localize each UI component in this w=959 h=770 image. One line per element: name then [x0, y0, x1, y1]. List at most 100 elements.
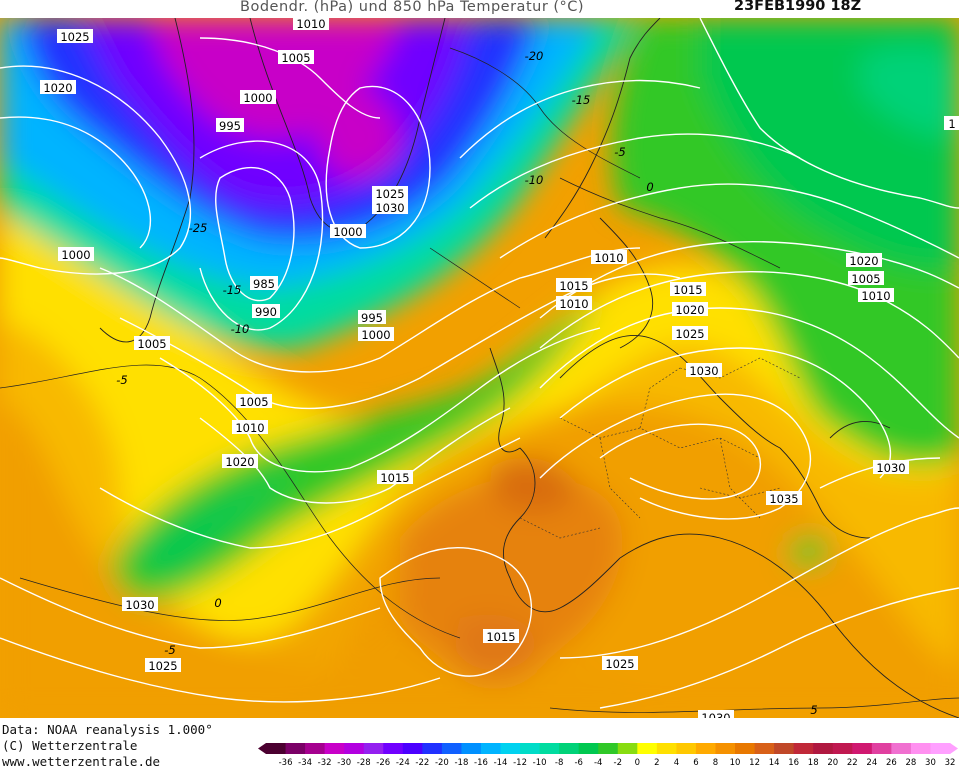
isobar-label: 1030: [876, 461, 905, 475]
colorbar-swatch: [344, 743, 365, 754]
isotherm-label: -10: [231, 322, 250, 336]
isotherm-label: -5: [614, 145, 625, 159]
isobar-label: 1: [948, 117, 955, 131]
copyright-text: (C) Wetterzentrale: [2, 738, 138, 753]
isobar-label: 1020: [43, 81, 72, 95]
pressure-labels: 1025 1020 1010 1005 1000 995 985 990 100…: [40, 18, 959, 718]
isobar-label: 1000: [243, 91, 272, 105]
colorbar-tick-label: -18: [454, 758, 468, 768]
colorbar-tick-label: -4: [594, 758, 602, 768]
colorbar-tick-label: -14: [494, 758, 508, 768]
colorbar-swatch: [480, 743, 502, 754]
colorbar-swatch: [324, 743, 345, 754]
isobar-label: 1025: [60, 30, 89, 44]
colorbar-swatch: [500, 743, 521, 754]
isotherm-label: 0: [646, 180, 653, 194]
colorbar-swatch: [754, 743, 775, 754]
isobar-label: 1025: [375, 187, 404, 201]
colorbar-swatch: [422, 743, 443, 754]
isotherm-label: -20: [525, 49, 544, 63]
colorbar-tick-label: 16: [788, 758, 799, 768]
colorbar-tick-label: -20: [435, 758, 449, 768]
isobar-label: 1005: [239, 395, 268, 409]
isobar-label: 1025: [675, 327, 704, 341]
isobar-label: 1025: [605, 657, 634, 671]
colorbar-swatch: [930, 743, 951, 754]
footer: Data: NOAA reanalysis 1.000° (C) Wetterz…: [0, 721, 959, 770]
colorbar-tick-label: 0: [635, 758, 640, 768]
isobar-label: 995: [361, 311, 383, 325]
colorbar-swatch: [305, 743, 326, 754]
isotherm-label: -15: [223, 283, 242, 297]
colorbar-tick-label: -22: [415, 758, 429, 768]
temperature-field: [0, 18, 959, 718]
colorbar-tick-label: -24: [396, 758, 410, 768]
colorbar-tick-label: -32: [318, 758, 332, 768]
colorbar-tick-label: 6: [693, 758, 698, 768]
colorbar-tick-label: -30: [337, 758, 351, 768]
isotherm-label: -10: [525, 173, 544, 187]
isobar-label: 1030: [125, 598, 154, 612]
title-bar: Bodendr. (hPa) und 850 hPa Temperatur (°…: [0, 0, 959, 18]
isobar-label: 1025: [148, 659, 177, 673]
colorbar-arrow-low: [258, 743, 266, 754]
temperature-labels: -20 -15 -10 -5 0 -25 -15 -10 -5 0 -5 5: [116, 49, 817, 717]
colorbar-swatch: [383, 743, 404, 754]
colorbar-swatch: [813, 743, 834, 754]
colorbar-tick-label: -34: [298, 758, 312, 768]
colorbar-tick-label: 20: [827, 758, 838, 768]
map-datetime: 23FEB1990 18Z: [734, 0, 862, 14]
colorbar-swatch: [559, 743, 580, 754]
colorbar-tick-label: 8: [713, 758, 718, 768]
colorbar-tick-label: -6: [574, 758, 582, 768]
isotherm-label: 0: [214, 596, 221, 610]
colorbar-swatch: [637, 743, 658, 754]
colorbar-swatch: [598, 743, 619, 754]
colorbar-swatch: [891, 743, 912, 754]
colorbar-tick-label: -16: [474, 758, 488, 768]
isobar-label: 1020: [849, 254, 878, 268]
colorbar-tick-label: 12: [749, 758, 760, 768]
temperature-isotherms: [0, 47, 959, 713]
colorbar-tick-label: 32: [945, 758, 956, 768]
colorbar-swatch: [910, 743, 931, 754]
colorbar-tick-label: 22: [847, 758, 858, 768]
isotherm-label: 5: [810, 703, 817, 717]
isobar-label: 1010: [559, 297, 588, 311]
isobar-label: 1030: [701, 711, 730, 718]
isobar-label: 1000: [61, 248, 90, 262]
isobar-label: 1005: [281, 51, 310, 65]
colorbar-swatch: [520, 743, 541, 754]
colorbar-tick-label: -28: [357, 758, 371, 768]
weather-map: 1025 1020 1010 1005 1000 995 985 990 100…: [0, 18, 959, 718]
data-source-text: Data: NOAA reanalysis 1.000°: [2, 722, 213, 737]
colorbar-tick-label: 4: [674, 758, 679, 768]
isobar-label: 1010: [594, 251, 623, 265]
colorbar-swatch: [774, 743, 795, 754]
colorbar-tick-label: -10: [533, 758, 547, 768]
isobar-label: 1015: [486, 630, 515, 644]
colorbar-swatch: [852, 743, 873, 754]
isobar-label: 1005: [851, 272, 880, 286]
colorbar-tick-label: 18: [808, 758, 819, 768]
isobar-label: 1000: [361, 328, 390, 342]
colorbar-swatch: [617, 743, 638, 754]
isobar-label: 1005: [137, 337, 166, 351]
colorbar-swatch: [793, 743, 814, 754]
map-title: Bodendr. (hPa) und 850 hPa Temperatur (°…: [240, 0, 585, 15]
colorbar-tick-label: -36: [279, 758, 293, 768]
isotherm-label: -15: [572, 93, 591, 107]
colorbar-tick-label: 24: [866, 758, 877, 768]
isobar-label: 1010: [296, 18, 325, 31]
isotherm-label: -25: [189, 221, 208, 235]
isobar-label: 1020: [675, 303, 704, 317]
isobar-label: 1030: [375, 201, 404, 215]
isobar-label: 1010: [235, 421, 264, 435]
isobar-label: 995: [219, 119, 241, 133]
isobar-label: 990: [255, 305, 277, 319]
isobar-label: 1015: [559, 279, 588, 293]
isobar-label: 1020: [225, 455, 254, 469]
colorbar-swatch: [266, 743, 287, 754]
colorbar-swatch: [656, 743, 677, 754]
colorbar-tick-label: -8: [555, 758, 563, 768]
